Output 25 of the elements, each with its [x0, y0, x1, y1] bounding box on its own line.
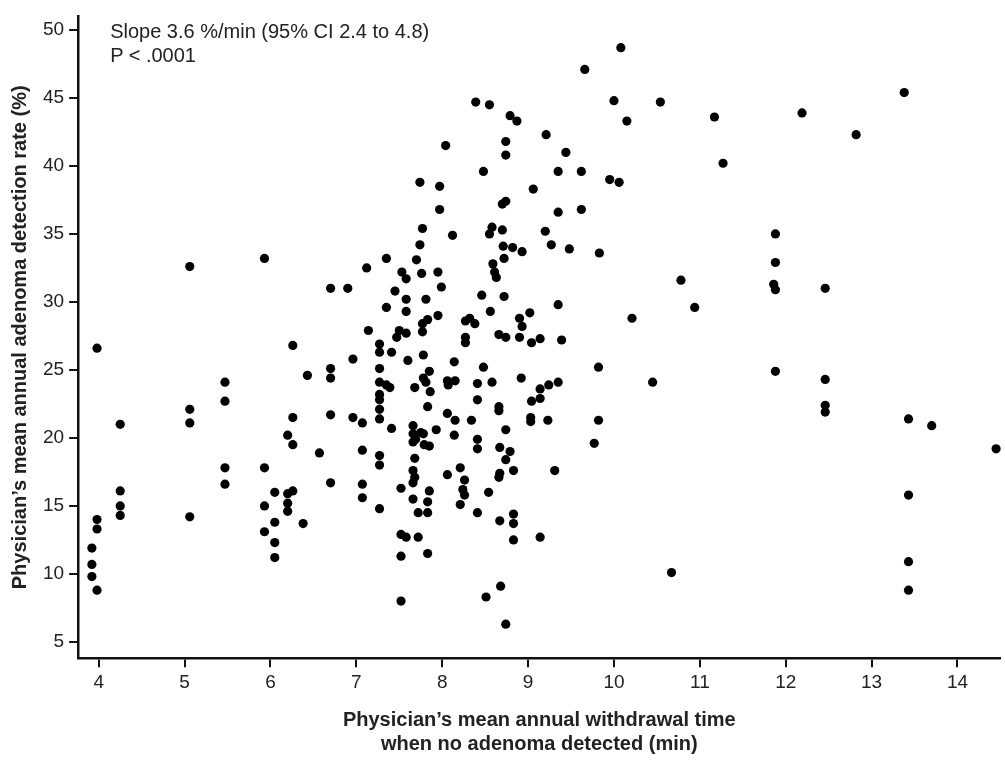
- y-axis-title: Physician’s mean annual adenoma detection rate (%): [7, 85, 30, 590]
- x-tick-label: 14: [946, 670, 969, 692]
- x-axis-title: Physician’s mean annual withdrawal time when no adenoma detected (min): [342, 707, 736, 754]
- x-tick-label: 4: [93, 670, 105, 692]
- y-tick-label: 35: [42, 222, 65, 244]
- x-tick-label: 5: [179, 670, 190, 692]
- y-tick-label: 25: [42, 358, 65, 380]
- x-tick-label: 13: [861, 670, 883, 692]
- y-tick-label: 20: [42, 426, 65, 448]
- x-tick-label: 12: [775, 670, 797, 692]
- x-tick-label: 7: [351, 670, 362, 692]
- y-tick-label: 15: [42, 494, 65, 516]
- x-tick-label: 8: [436, 670, 448, 692]
- annotation: Slope 3.6 %/min (95% CI 2.4 to 4.8): [110, 20, 430, 43]
- y-tick-label: 45: [42, 86, 65, 108]
- y-tick-label: 30: [42, 290, 65, 312]
- x-tick-label: 9: [522, 670, 534, 692]
- y-tick-label: 5: [53, 630, 65, 652]
- y-tick-label: 10: [42, 562, 65, 584]
- y-tick-label: 40: [42, 154, 65, 176]
- annotation: P < .0001: [110, 44, 196, 67]
- y-tick-label: 50: [42, 18, 65, 40]
- x-tick-label: 11: [689, 670, 710, 692]
- x-tick-label: 6: [265, 670, 276, 692]
- x-tick-label: 10: [603, 670, 625, 692]
